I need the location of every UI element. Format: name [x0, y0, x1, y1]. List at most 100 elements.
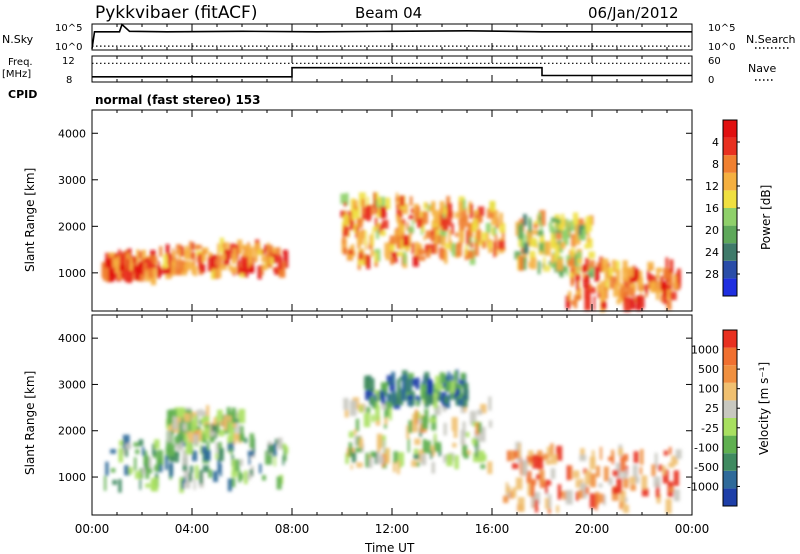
echo-cell [228, 422, 233, 434]
echo-cell [567, 259, 575, 267]
echo-cell [283, 446, 287, 462]
echo-cell [656, 267, 663, 273]
echo-cell [170, 409, 177, 417]
nsky-tick-bottom: 10^0 [55, 42, 82, 53]
echo-cell [677, 268, 681, 284]
echo-cell [649, 273, 653, 282]
nave-tick-top: 60 [708, 56, 721, 67]
echo-cell [458, 227, 465, 243]
echo-cell [273, 443, 277, 457]
echo-cell [411, 242, 415, 254]
echo-cell [582, 273, 585, 278]
x-tick-label: 16:00 [475, 522, 510, 536]
echo-cell [469, 203, 473, 219]
echo-cell [620, 456, 626, 472]
echo-cell [577, 257, 581, 264]
echo-cell [282, 249, 289, 255]
echo-cell [454, 455, 459, 470]
colorbar-swatch [723, 137, 737, 156]
echo-cell [138, 251, 142, 260]
echo-cell [145, 466, 150, 479]
echo-cell [450, 374, 454, 385]
echo-cell [251, 246, 255, 258]
power-ylabel: Slant Range [km] [23, 168, 37, 272]
colorbar-tick-label: 12 [705, 180, 719, 193]
echo-cell [386, 381, 390, 386]
echo-cell [218, 420, 226, 427]
echo-cell [421, 381, 426, 386]
echo-cell [353, 227, 357, 234]
echo-cell [443, 207, 447, 215]
echo-cell [468, 201, 472, 206]
echo-cell [231, 471, 238, 478]
echo-cell [150, 267, 157, 275]
echo-cell [556, 505, 560, 513]
echo-cell [415, 409, 418, 425]
echo-cell [211, 265, 216, 280]
echo-cell [166, 409, 172, 426]
echo-cell [430, 244, 435, 254]
echo-cell [465, 432, 470, 438]
echo-cell [382, 440, 386, 454]
echo-cell [247, 450, 255, 456]
echo-cell [540, 250, 544, 255]
echo-cell [656, 493, 661, 504]
echo-cell [424, 440, 431, 454]
echo-cell [480, 464, 486, 469]
echo-cell [421, 454, 427, 466]
colorbar-tick-label: -25 [701, 422, 719, 435]
echo-cell [424, 244, 432, 253]
echo-cell [491, 226, 494, 237]
echo-cell [473, 452, 480, 463]
echo-cell [227, 435, 233, 444]
echo-cell [604, 270, 608, 282]
echo-cell [578, 229, 586, 240]
echo-cell [641, 475, 648, 490]
echo-cell [170, 260, 175, 276]
echo-cell [150, 479, 155, 491]
colorbar-swatch [723, 418, 737, 436]
echo-cell [474, 430, 479, 446]
echo-cell [361, 198, 365, 215]
echo-cell [508, 490, 515, 499]
echo-cell [374, 452, 377, 465]
echo-cell [420, 226, 424, 235]
echo-cell [634, 476, 640, 484]
echo-cell [343, 398, 349, 410]
echo-cell [218, 429, 225, 437]
echo-cell [538, 216, 541, 221]
echo-cell [386, 393, 392, 402]
echo-cell [146, 260, 153, 269]
echo-cell [393, 451, 399, 463]
echo-cell [112, 258, 117, 268]
echo-cell [143, 257, 149, 263]
echo-cell [150, 269, 157, 286]
echo-cell [537, 260, 541, 275]
echo-cell [145, 483, 151, 488]
echo-cell [451, 223, 454, 235]
echo-cell [475, 422, 481, 435]
echo-cell [169, 462, 173, 477]
echo-cell [236, 250, 242, 255]
echo-cell [399, 195, 405, 207]
echo-cell [462, 421, 466, 436]
echo-cell [280, 443, 286, 450]
echo-cell [191, 262, 195, 275]
echo-cell [203, 450, 210, 461]
nsearch-label: N.Search [746, 33, 796, 46]
echo-cell [589, 493, 596, 509]
echo-cell [367, 387, 374, 397]
echo-cell [257, 249, 263, 255]
echo-cell [645, 284, 649, 295]
colorbar-tick-label: 16 [705, 202, 719, 215]
echo-cell [533, 221, 539, 226]
echo-cell [433, 433, 437, 448]
echo-cell [615, 269, 621, 286]
echo-cell [550, 261, 555, 268]
echo-cell [576, 276, 579, 292]
echo-cell [422, 211, 429, 225]
echo-cell [623, 454, 629, 462]
echo-cell [548, 261, 551, 266]
echo-cell [573, 296, 578, 309]
echo-cell [353, 206, 361, 219]
